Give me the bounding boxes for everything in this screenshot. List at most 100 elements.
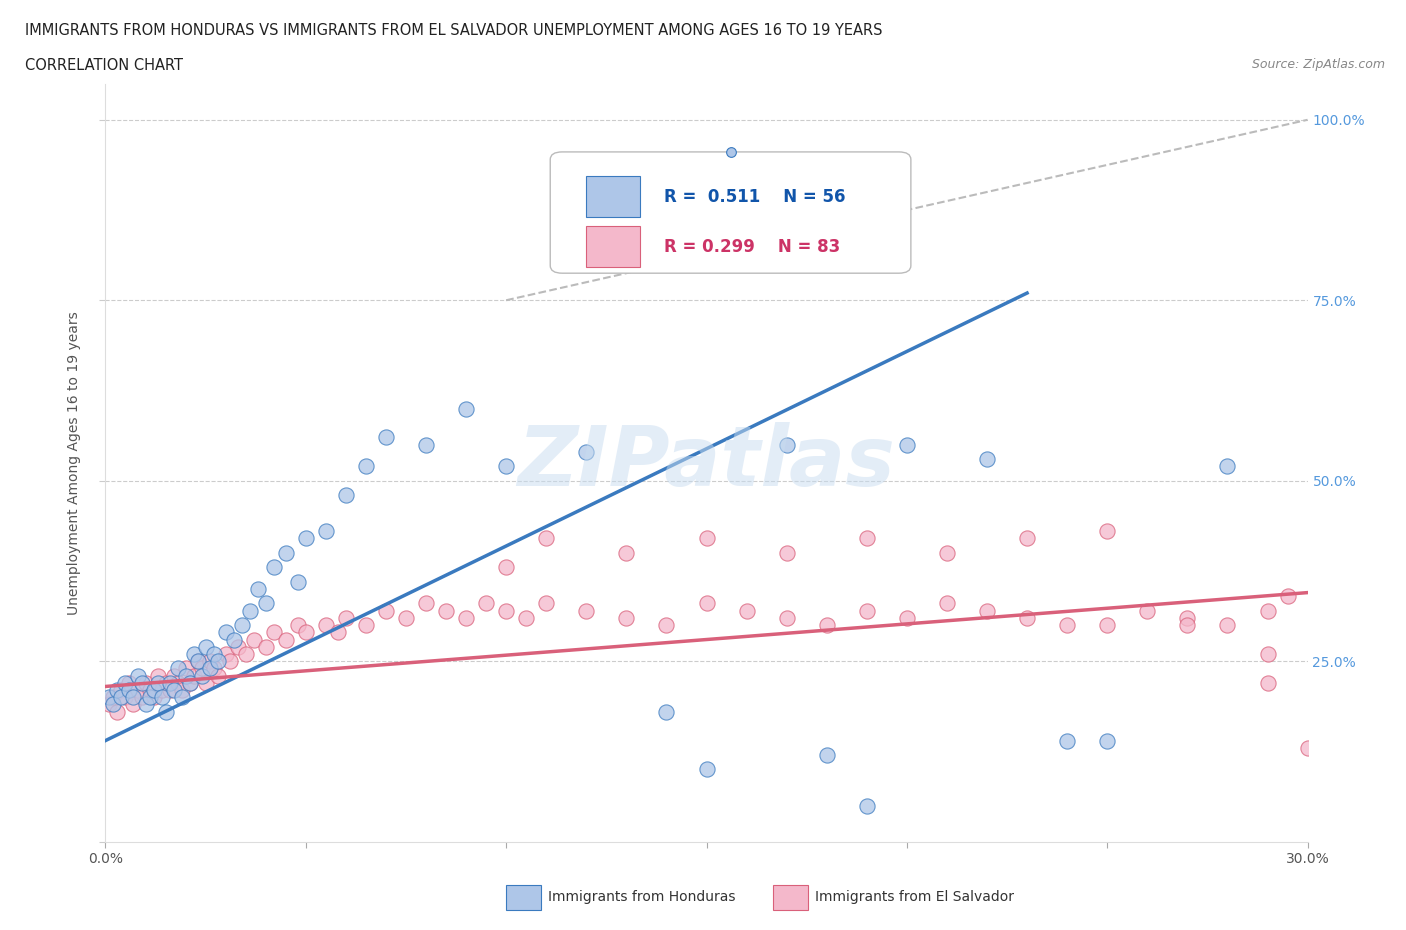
Point [495,604,517,618]
Point [226,639,249,654]
Point [198,654,221,669]
Point [1257,604,1279,618]
Point [534,531,557,546]
Point [976,604,998,618]
Point [202,646,225,661]
Point [155,675,177,690]
Point [1257,646,1279,661]
Point [218,654,240,669]
Point [855,604,877,618]
Point [183,646,205,661]
Point [274,546,297,561]
Point [194,675,217,690]
Text: Immigrants from El Salvador: Immigrants from El Salvador [815,890,1015,905]
Point [696,596,718,611]
Point [395,610,418,625]
Text: Source: ZipAtlas.com: Source: ZipAtlas.com [1251,58,1385,71]
Point [122,690,145,705]
Point [1216,618,1239,632]
Point [315,524,337,538]
Point [174,668,197,683]
Point [263,560,285,575]
Point [103,690,125,705]
Point [287,618,309,632]
Point [166,661,188,676]
Point [1097,618,1119,632]
Point [242,632,264,647]
Point [246,581,269,596]
Point [162,683,184,698]
Point [515,610,537,625]
Point [495,560,517,575]
Point [166,675,188,690]
FancyBboxPatch shape [550,152,911,273]
Point [855,798,877,813]
Point [1017,531,1039,546]
Text: Immigrants from Honduras: Immigrants from Honduras [548,890,735,905]
Point [295,625,318,640]
Text: ZIPatlas: ZIPatlas [517,422,896,503]
Point [855,531,877,546]
Point [434,604,457,618]
Point [118,683,141,698]
Point [1177,618,1199,632]
Point [179,675,201,690]
Point [896,610,918,625]
Point [454,401,477,416]
Point [575,604,598,618]
Point [131,690,153,705]
Point [616,610,638,625]
Point [150,690,173,705]
Point [170,690,193,705]
Point [374,604,398,618]
Point [235,646,257,661]
Point [696,762,718,777]
Point [110,690,132,705]
Point [214,646,236,661]
Point [1136,604,1159,618]
Point [114,690,136,705]
Point [696,531,718,546]
Point [231,618,253,632]
Point [194,639,217,654]
Point [150,683,173,698]
Point [239,604,262,618]
Point [976,452,998,467]
Point [1056,733,1078,748]
Point [575,445,598,459]
Point [776,610,799,625]
Point [776,546,799,561]
Point [114,675,136,690]
Point [326,625,349,640]
Point [155,704,177,719]
Point [315,618,337,632]
Point [534,596,557,611]
Point [127,668,149,683]
Point [127,683,149,698]
Y-axis label: Unemployment Among Ages 16 to 19 years: Unemployment Among Ages 16 to 19 years [67,311,82,615]
Point [142,683,165,698]
Point [1177,610,1199,625]
Point [146,675,169,690]
Point [187,654,209,669]
Point [815,618,838,632]
Point [107,704,129,719]
Point [146,668,169,683]
Point [222,632,245,647]
Point [214,625,236,640]
Point [1216,458,1239,473]
Point [274,632,297,647]
Point [135,675,157,690]
Point [616,546,638,561]
Point [174,661,197,676]
Point [170,683,193,698]
Point [454,610,477,625]
Point [135,698,157,712]
Point [1257,675,1279,690]
Point [335,487,357,502]
Point [263,625,285,640]
FancyBboxPatch shape [586,176,640,218]
Point [1296,740,1319,755]
Point [187,654,209,669]
Point [287,575,309,590]
